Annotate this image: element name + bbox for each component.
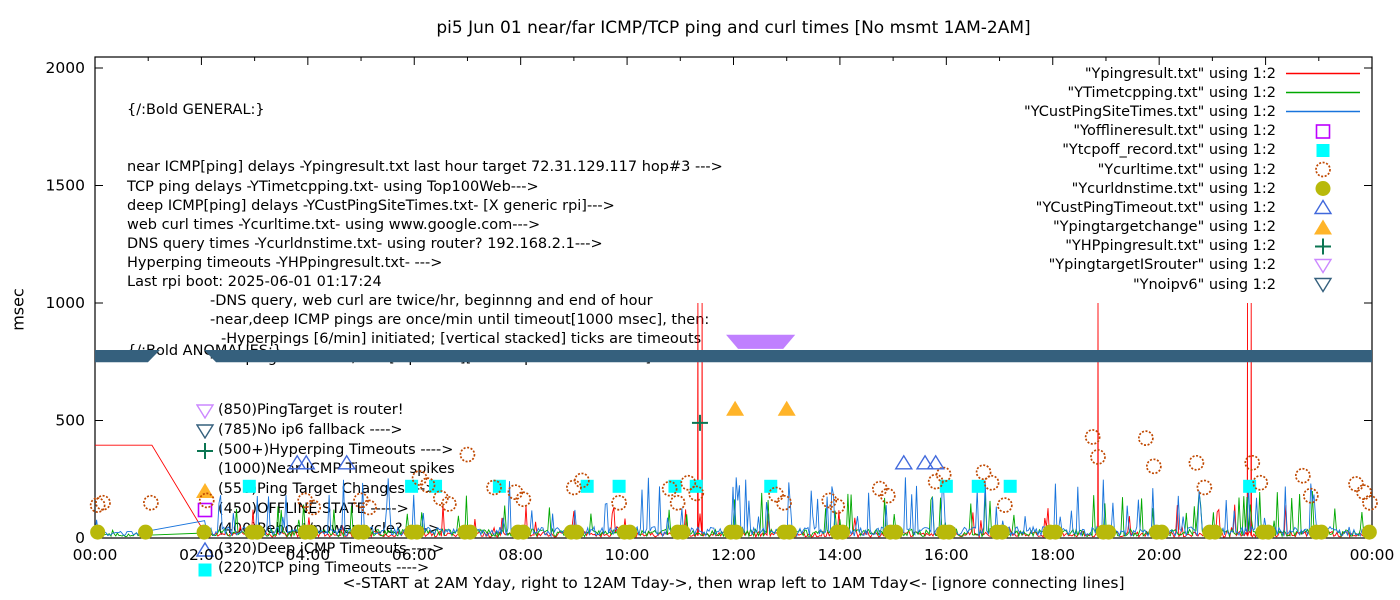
x-tick-label: 02:00 xyxy=(179,546,224,564)
square-open-icon xyxy=(197,503,213,518)
series-target-change xyxy=(726,400,796,416)
legend-row: "YHPpingresult.txt" using 1:2 xyxy=(1024,237,1364,256)
legend-label: "YCustPingTimeout.txt" using 1:2 xyxy=(1035,199,1276,216)
legend-row: "Ypingtargetchange" using 1:2 xyxy=(1024,218,1364,237)
anomaly-row: (320)Deep iCMP Timeouts ----> xyxy=(127,540,455,560)
legend-label: "Ycurltime.txt" using 1:2 xyxy=(1097,161,1276,178)
legend-row: "YCustPingSiteTimes.txt" using 1:2 xyxy=(1024,102,1364,121)
legend-label: "Ytcpoff_record.txt" using 1:2 xyxy=(1062,142,1276,159)
square-filled-icon xyxy=(198,563,212,577)
circle-filled-legend-icon xyxy=(1315,181,1331,197)
general-line: deep ICMP[ping] delays -YCustPingSiteTim… xyxy=(127,197,615,214)
anomaly-row: (1000)Near ICMP Timeout spikes xyxy=(127,460,455,480)
tri-down-open-legend-icon xyxy=(1313,258,1333,274)
anomaly-row: (850)PingTarget is router! xyxy=(127,401,455,421)
legend-label: "YpingtargetISrouter" using 1:2 xyxy=(1048,257,1276,274)
series-hyperping xyxy=(691,414,708,431)
band-target-is-router xyxy=(726,334,796,349)
legend-label: "Ypingresult.txt" using 1:2 xyxy=(1084,65,1276,82)
legend-row: "Ycurltime.txt" using 1:2 xyxy=(1024,160,1364,179)
general-line: -Hyperpings [6/min] initiated; [vertical… xyxy=(221,331,702,348)
line-legend-icon xyxy=(1286,72,1360,75)
series-curl xyxy=(89,429,1378,516)
x-tick-label: 00:00 xyxy=(73,546,118,564)
general-line: TCP ping delays -YTimetcpping.txt- using… xyxy=(127,178,539,195)
anomaly-label: (1000)Near ICMP Timeout spikes xyxy=(218,461,455,478)
legend-label: "YHPpingresult.txt" using 1:2 xyxy=(1065,238,1276,255)
x-tick-label: 08:00 xyxy=(498,546,543,564)
legend-row: "YCustPingTimeout.txt" using 1:2 xyxy=(1024,198,1364,217)
legend-row: "Ypingresult.txt" using 1:2 xyxy=(1024,64,1364,83)
anomaly-label: (220)TCP ping Timeouts ----> xyxy=(218,560,430,577)
x-tick-label: 10:00 xyxy=(605,546,650,564)
x-tick-label: 18:00 xyxy=(1030,546,1075,564)
y-tick-label: 500 xyxy=(55,412,85,430)
axes: 0 500 1000 1500 2000 00:00 02:00 04:00 06:00 08:0… xyxy=(46,56,1395,564)
legend-label: "Ypingtargetchange" using 1:2 xyxy=(1053,219,1276,236)
tri-up-open-legend-icon xyxy=(1313,199,1333,215)
legend-row: "Ynoipv6" using 1:2 xyxy=(1024,275,1364,294)
tri-down-open-icon xyxy=(196,424,215,440)
x-tick-label: 06:00 xyxy=(392,546,437,564)
x-tick-label: 12:00 xyxy=(711,546,756,564)
series-deep-timeouts xyxy=(287,454,945,470)
legend: "Ypingresult.txt" using 1:2 "YTimetcpping… xyxy=(1024,64,1364,294)
legend-row: "YpingtargetISrouter" using 1:2 xyxy=(1024,256,1364,275)
series-dns xyxy=(90,524,1377,540)
square-open-legend-icon xyxy=(1315,123,1331,139)
tri-down-open-legend-icon xyxy=(1313,277,1333,293)
legend-label: "Ycurldnstime.txt" using 1:2 xyxy=(1071,180,1276,197)
anomaly-label: (785)No ip6 fallback ----> xyxy=(218,421,403,438)
x-axis-label: <-START at 2AM Yday, right to 12AM Tday-… xyxy=(342,574,1125,592)
y-tick-label: 1000 xyxy=(46,294,85,312)
circle-open-legend-icon xyxy=(1315,161,1331,178)
band-noipv6 xyxy=(95,350,1372,363)
plus-legend-icon xyxy=(1315,238,1331,255)
legend-label: "YTimetcpping.txt" using 1:2 xyxy=(1067,84,1276,101)
general-annotations: {/:Bold GENERAL:} near ICMP[ping] delays… xyxy=(127,63,723,369)
legend-label: "Yofflineresult.txt" using 1:2 xyxy=(1073,123,1276,140)
y-tick-label: 2000 xyxy=(46,59,85,77)
chart-title: pi5 Jun 01 near/far ICMP/TCP ping and cu… xyxy=(436,18,1031,38)
legend-label: "YCustPingSiteTimes.txt" using 1:2 xyxy=(1024,103,1276,120)
legend-row: "Ytcpoff_record.txt" using 1:2 xyxy=(1024,141,1364,160)
tri-down-open-icon xyxy=(196,404,215,420)
legend-row: "Ycurldnstime.txt" using 1:2 xyxy=(1024,179,1364,198)
general-line: Last rpi boot: 2025-06-01 01:17:24 xyxy=(127,274,382,291)
general-line: near ICMP[ping] delays -Ypingresult.txt … xyxy=(127,159,723,176)
legend-label: "Ynoipv6" using 1:2 xyxy=(1132,276,1276,293)
legend-row: "YTimetcpping.txt" using 1:2 xyxy=(1024,83,1364,102)
y-tick-label: 0 xyxy=(75,529,85,547)
general-line: -DNS query, web curl are twice/hr, begin… xyxy=(210,293,653,310)
anomaly-label: (320)Deep iCMP Timeouts ----> xyxy=(218,540,445,557)
square-filled-legend-icon xyxy=(1316,143,1330,157)
general-heading: {/:Bold GENERAL:} xyxy=(127,102,265,119)
anomaly-row: (220)TCP ping Timeouts ----> xyxy=(127,559,455,579)
anomaly-label: (850)PingTarget is router! xyxy=(218,401,404,418)
series-tcp-timeouts xyxy=(242,479,1257,493)
anomaly-label: (500+)Hyperping Timeouts ----> xyxy=(218,441,454,458)
y-tick-label: 1500 xyxy=(46,177,85,195)
x-tick-label: 22:00 xyxy=(1243,546,1288,564)
general-line: web curl times -Ycurltime.txt- using www… xyxy=(127,216,541,233)
legend-row: "Yofflineresult.txt" using 1:2 xyxy=(1024,122,1364,141)
general-line: -near,deep ICMP pings are once/min until… xyxy=(210,312,710,329)
x-tick-label: 14:00 xyxy=(818,546,863,564)
general-line: Hyperping timeouts -YHPpingresult.txt- -… xyxy=(127,254,443,271)
general-line: DNS query times -Ycurldnstime.txt- using… xyxy=(127,235,603,252)
anomaly-row: (500+)Hyperping Timeouts ----> xyxy=(127,441,455,461)
x-tick-label: 04:00 xyxy=(285,546,330,564)
tri-up-open-icon xyxy=(196,541,215,557)
tri-up-filled-icon xyxy=(196,482,214,498)
plus-icon xyxy=(197,442,213,459)
tri-up-filled-legend-icon xyxy=(1314,219,1332,235)
x-tick-label: 16:00 xyxy=(924,546,969,564)
x-tick-label: 00:00 xyxy=(1350,546,1395,564)
line-legend-icon xyxy=(1286,111,1360,113)
x-tick-label: 20:00 xyxy=(1137,546,1182,564)
anomaly-row: (785)No ip6 fallback ----> xyxy=(127,421,455,441)
line-legend-icon xyxy=(1286,91,1360,94)
